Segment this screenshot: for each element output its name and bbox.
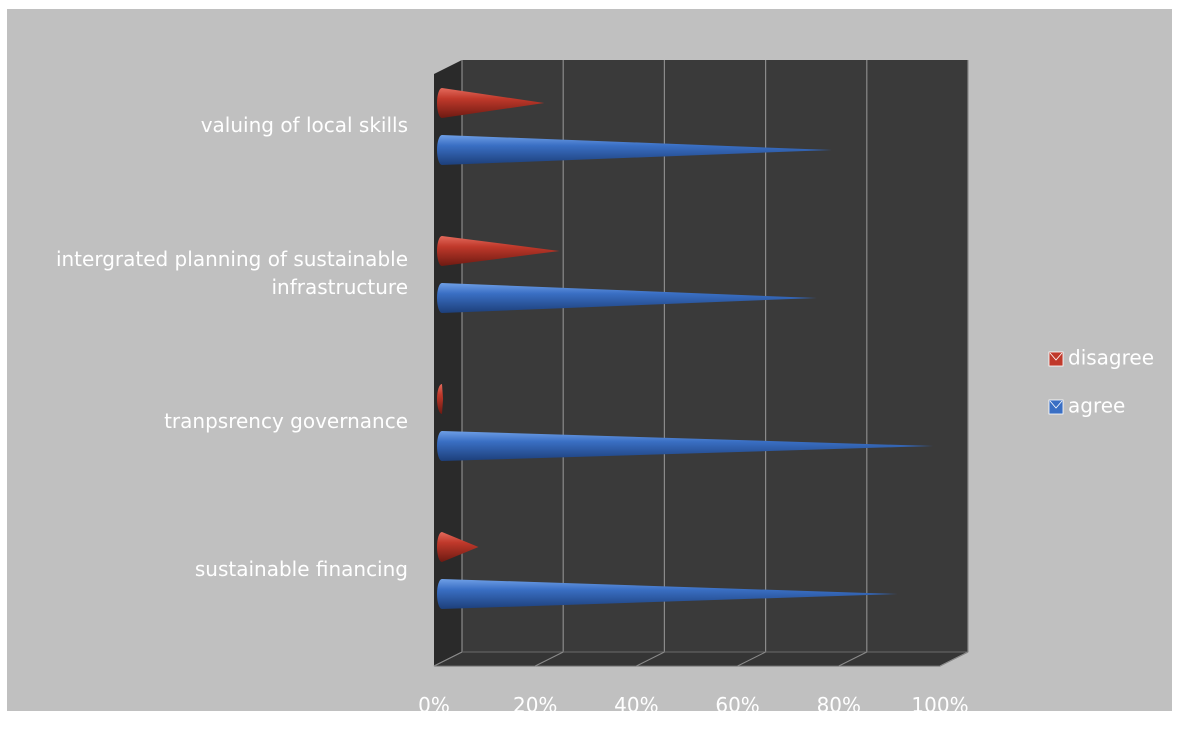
tick-label-40: 40% [614,693,658,717]
floor-line-100 [939,651,969,667]
tick-label-20: 20% [513,693,557,717]
category-label-line: tranpsrency governance [164,409,408,433]
cone-agree-valuing-of-local-skills [437,135,832,165]
category-label-line: infrastructure [271,275,408,299]
category-label-line: sustainable financing [195,557,408,581]
category-label-valuing-of-local-skills: valuing of local skills [201,113,408,137]
floor-line-60 [737,651,766,667]
floor-line-80 [838,651,868,667]
cone-disagree-tranpsrency-governance [437,384,444,414]
category-label-intergrated-planning-of-sustainable-infrastructure: intergrated planning of sustainable infra… [56,247,408,299]
x-axis-tick-labels: 0% 20% 40% 60% 80% 100% [418,693,968,717]
legend-label-agree: agree [1068,394,1125,418]
category-label-sustainable-financing: sustainable financing [195,557,408,581]
cone-disagree-sustainable-financing [437,532,479,562]
legend: disagree agree [1048,346,1154,418]
floor-line-0 [433,651,463,667]
plot-area [434,60,968,666]
plot-side-wall [434,60,462,666]
floor-line-40 [636,651,665,667]
tick-label-60: 60% [715,693,759,717]
plot-back-wall [462,60,968,652]
legend-label-disagree: disagree [1068,346,1154,370]
data-cones [437,88,933,609]
cone-disagree-intergrated-planning-of-sustainable-infrastructure [437,236,560,266]
tick-label-0: 0% [418,693,450,717]
plot-floor [433,651,969,667]
category-label-line: intergrated planning of sustainable [56,247,408,271]
cone-disagree-valuing-of-local-skills [437,88,545,118]
tick-label-100: 100% [911,693,968,717]
plot-floor-panel [433,651,969,667]
category-labels: valuing of local skills intergrated plann… [56,113,408,581]
legend-swatch-mark-disagree [1049,352,1063,361]
cone-agree-intergrated-planning-of-sustainable-infrastructure [437,283,817,313]
cone-agree-sustainable-financing [437,579,898,609]
legend-swatch-mark-agree [1049,400,1063,409]
category-label-line: valuing of local skills [201,113,408,137]
floor-line-20 [534,651,564,667]
cone-agree-tranpsrency-governance [437,431,933,461]
category-label-tranpsrency-governance: tranpsrency governance [164,409,408,433]
tick-label-80: 80% [817,693,861,717]
